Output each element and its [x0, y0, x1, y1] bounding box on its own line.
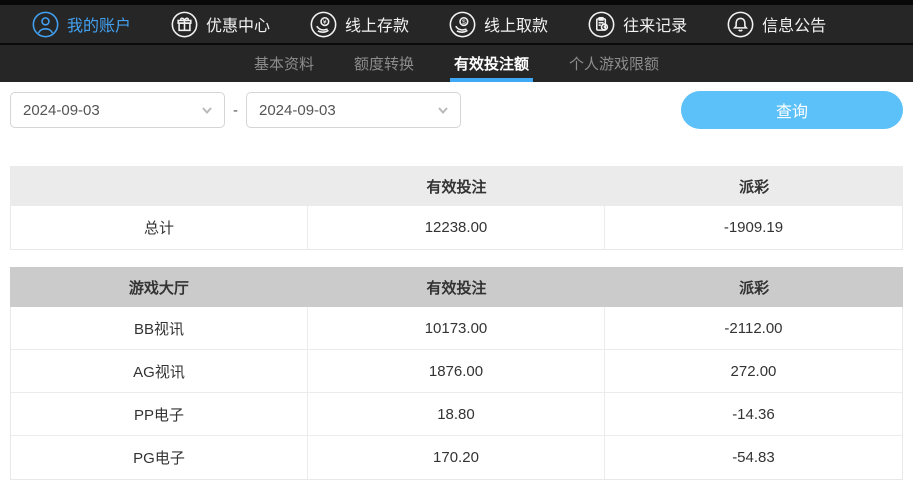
nav-item-transactions[interactable]: 往来记录 [588, 11, 687, 38]
account-tab-bar: 基本资料 额度转换 有效投注额 个人游戏限额 [0, 45, 913, 82]
date-to-value: 2024-09-03 [259, 101, 336, 119]
nav-item-announcements[interactable]: 信息公告 [727, 11, 826, 38]
summary-total-label: 总计 [11, 206, 308, 249]
game-name: PP电子 [11, 393, 308, 435]
query-button[interactable]: 查询 [681, 91, 903, 129]
detail-header-valid-bets: 有效投注 [426, 279, 487, 297]
nav-item-label: 我的账户 [67, 18, 132, 35]
detail-table: 游戏大厅 有效投注 派彩 BB视讯 10173.00 -2112.00 AG视讯… [10, 267, 903, 480]
tab-basic-info[interactable]: 基本资料 [253, 56, 314, 73]
nav-item-deposit[interactable]: ¥ 线上存款 [310, 11, 409, 38]
date-from-select[interactable]: 2024-09-03 [10, 92, 225, 128]
table-row: PG电子 170.20 -54.83 [11, 436, 902, 479]
game-payout: -54.83 [732, 449, 775, 466]
nav-item-withdraw[interactable]: $ 线上取款 [449, 11, 548, 38]
withdraw-icon: $ [449, 11, 476, 37]
tab-game-limits[interactable]: 个人游戏限额 [569, 56, 660, 73]
nav-item-promotions[interactable]: 优惠中心 [171, 11, 270, 38]
summary-header-valid-bets: 有效投注 [426, 178, 487, 196]
svg-text:$: $ [462, 19, 466, 26]
user-icon [32, 11, 59, 37]
game-name: BB视讯 [11, 307, 308, 349]
table-row: BB视讯 10173.00 -2112.00 [11, 307, 902, 350]
filter-bar: 2024-09-03 - 2024-09-03 查询 [10, 91, 903, 129]
bell-icon [727, 11, 754, 37]
gift-icon [171, 11, 198, 37]
nav-item-label: 信息公告 [762, 18, 827, 35]
records-icon [588, 11, 615, 37]
detail-header-game-hall: 游戏大厅 [128, 279, 189, 297]
game-name: AG视讯 [11, 350, 308, 392]
game-name: PG电子 [11, 436, 308, 479]
nav-item-label: 往来记录 [623, 18, 688, 35]
tab-valid-bets[interactable]: 有效投注额 [450, 45, 534, 82]
game-valid-bets: 170.20 [308, 436, 605, 479]
summary-total-payout: -1909.19 [723, 219, 784, 236]
nav-item-label: 优惠中心 [206, 18, 271, 35]
chevron-down-icon [202, 107, 212, 115]
game-payout: -14.36 [732, 405, 775, 423]
summary-table-header: 有效投注 派彩 [10, 166, 903, 206]
detail-header-payout: 派彩 [739, 279, 770, 297]
top-nav-bar: 我的账户 优惠中心 ¥ 线上存款 $ 线上取款 [0, 0, 913, 45]
summary-total-bets: 12238.00 [308, 206, 605, 249]
nav-item-my-account[interactable]: 我的账户 [32, 11, 131, 38]
deposit-icon: ¥ [310, 11, 337, 37]
table-row: PP电子 18.80 -14.36 [11, 393, 902, 436]
date-from-value: 2024-09-03 [23, 101, 100, 119]
nav-item-label: 线上取款 [484, 18, 549, 35]
date-to-select[interactable]: 2024-09-03 [246, 92, 461, 128]
game-valid-bets: 1876.00 [308, 350, 605, 392]
summary-table-body: 总计 12238.00 -1909.19 [10, 206, 903, 250]
nav-item-label: 线上存款 [345, 18, 410, 35]
game-valid-bets: 18.80 [308, 393, 605, 435]
game-valid-bets: 10173.00 [308, 307, 605, 349]
date-range-separator: - [233, 101, 238, 119]
detail-table-header: 游戏大厅 有效投注 派彩 [10, 267, 903, 307]
table-row: AG视讯 1876.00 272.00 [11, 350, 902, 393]
game-payout: 272.00 [730, 362, 777, 380]
summary-header-payout: 派彩 [739, 178, 770, 196]
tab-credit-transfer[interactable]: 额度转换 [353, 56, 414, 73]
svg-text:¥: ¥ [323, 19, 327, 26]
summary-table: 有效投注 派彩 总计 12238.00 -1909.19 [10, 166, 903, 250]
chevron-down-icon [438, 107, 448, 115]
table-row: 总计 12238.00 -1909.19 [11, 206, 902, 249]
detail-table-body: BB视讯 10173.00 -2112.00 AG视讯 1876.00 272.… [10, 307, 903, 480]
game-payout: -2112.00 [724, 319, 783, 337]
